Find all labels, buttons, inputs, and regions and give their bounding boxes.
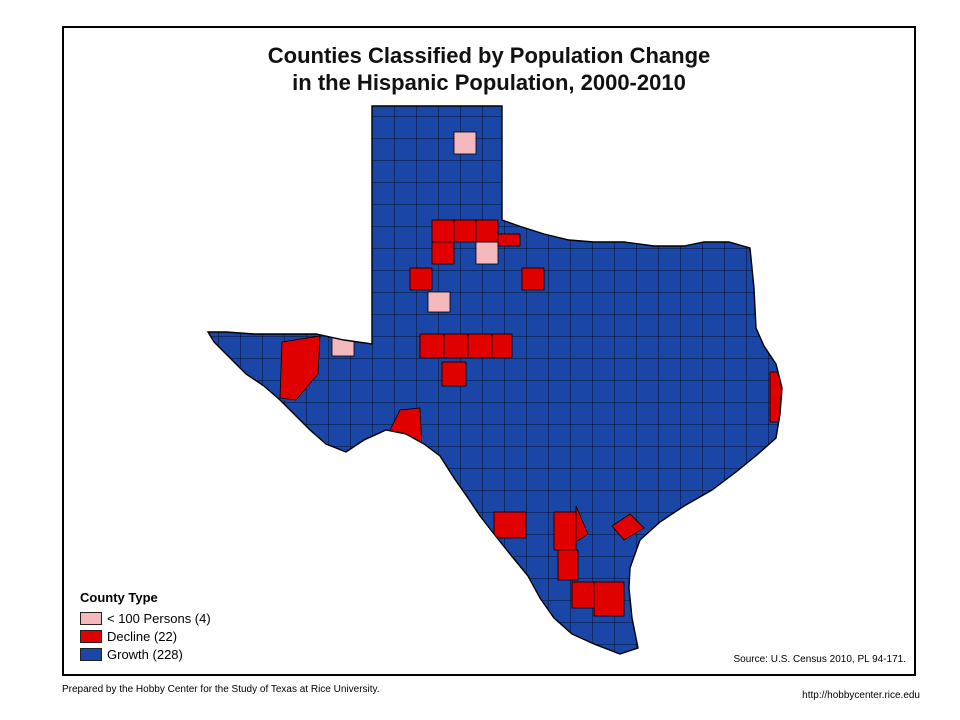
county-decline-21: [611, 513, 645, 541]
county-decline-5: [431, 241, 455, 265]
legend-swatch-growth: [80, 647, 102, 661]
legend-swatch-small: [80, 611, 102, 625]
county-decline-6: [409, 267, 433, 291]
county-decline-11: [491, 333, 513, 359]
county-decline-17: [575, 505, 589, 543]
county-decline-2: [453, 219, 477, 243]
legend: County Type < 100 Persons (4) Decline (2…: [80, 590, 211, 663]
map-title-line1: Counties Classified by Population Change: [267, 43, 711, 68]
map-title-line2: in the Hispanic Population, 2000-2010: [292, 70, 686, 95]
legend-label-small: < 100 Persons (4): [107, 610, 211, 626]
county-decline-9: [443, 333, 469, 359]
legend-label-decline: Decline (22): [107, 628, 178, 644]
texas-county-map: [207, 105, 783, 655]
county-decline-4: [497, 233, 521, 247]
county-decline-16: [553, 511, 577, 551]
county-decline-22: [769, 371, 782, 423]
website-url[interactable]: http://hobbycenter.rice.edu: [802, 690, 920, 701]
legend-title: County Type: [80, 590, 158, 605]
county-small-1: [453, 131, 477, 155]
county-decline-1: [431, 219, 455, 243]
legend-swatch-decline: [80, 629, 102, 643]
legend-item-decline: Decline (22): [80, 627, 211, 645]
county-layer: [208, 106, 782, 654]
county-small-3: [427, 291, 451, 313]
legend-item-growth: Growth (228): [80, 645, 211, 663]
county-decline-3: [475, 219, 499, 243]
county-decline-7: [521, 267, 545, 291]
county-decline-8: [419, 333, 445, 359]
county-decline-15: [493, 511, 527, 539]
map-frame: Counties Classified by Population Change…: [62, 26, 916, 676]
county-decline-10: [467, 333, 493, 359]
growth-counties: [208, 106, 782, 654]
county-decline-18: [557, 549, 579, 581]
county-decline-13: [279, 335, 321, 401]
county-small-4: [331, 335, 355, 357]
legend-item-small: < 100 Persons (4): [80, 609, 211, 627]
county-decline-20: [593, 581, 625, 617]
prepared-by-note: Prepared by the Hobby Center for the Stu…: [62, 684, 380, 695]
legend-label-growth: Growth (228): [107, 646, 183, 662]
county-small-2: [475, 241, 499, 265]
source-note: Source: U.S. Census 2010, PL 94-171.: [733, 654, 906, 665]
map-title: Counties Classified by Population Change…: [64, 42, 914, 96]
county-decline-19: [571, 581, 597, 609]
county-decline-12: [441, 361, 467, 387]
